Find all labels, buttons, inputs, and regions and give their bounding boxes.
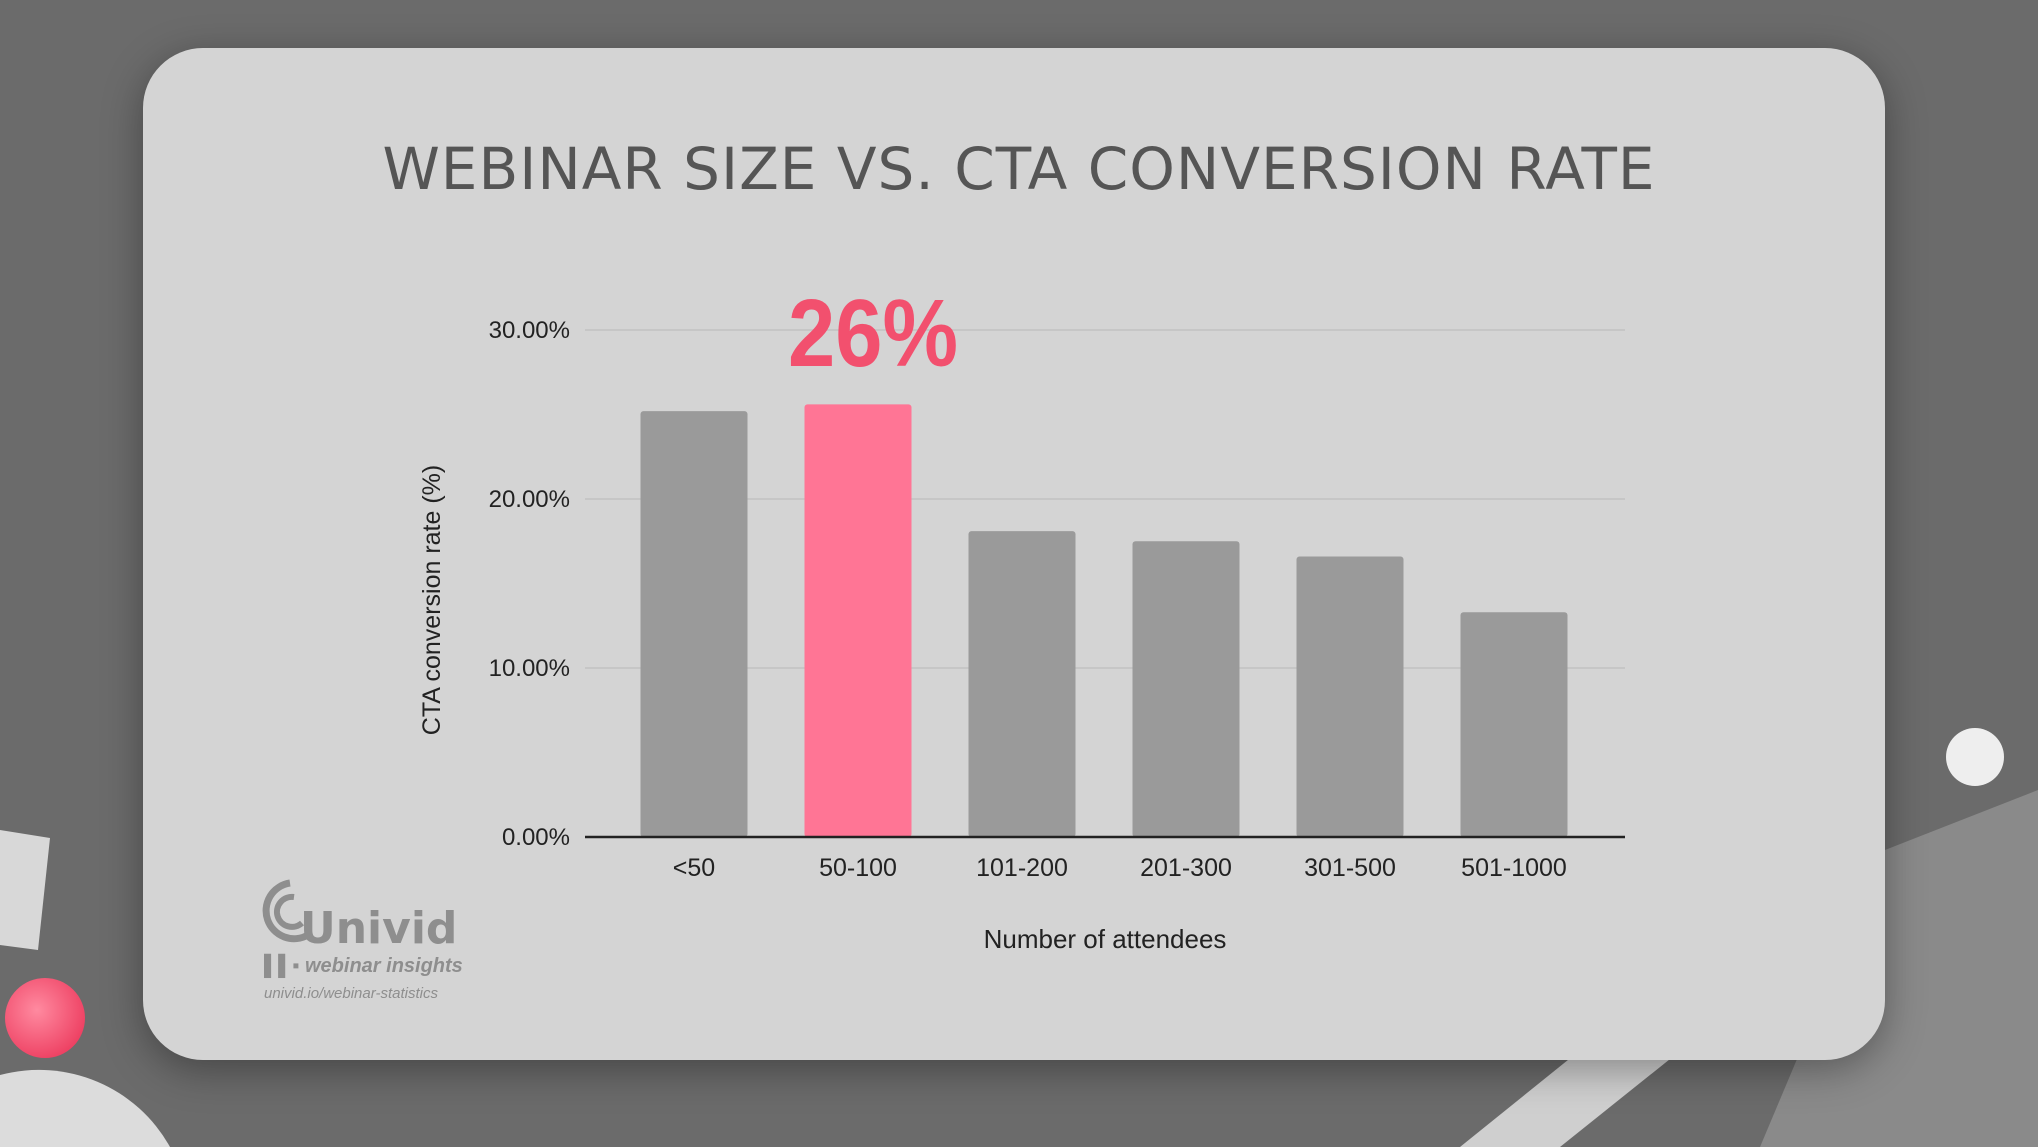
highlight-annotation: 26% <box>788 280 958 387</box>
y-tick-label: 0.00% <box>502 824 570 851</box>
univid-logo-icon <box>262 879 310 943</box>
x-axis-label: Number of attendees <box>984 924 1227 954</box>
logo-url: univid.io/webinar-statistics <box>264 985 438 1002</box>
y-tick-label: 10.00% <box>489 655 570 682</box>
y-tick-label: 20.00% <box>489 486 570 513</box>
x-tick-label: 101-200 <box>976 854 1068 882</box>
x-tick-label: 301-500 <box>1304 854 1396 882</box>
chart-title: WEBINAR SIZE VS. CTA CONVERSION RATE <box>382 135 1656 203</box>
bar-101-200 <box>968 531 1076 837</box>
y-axis-label: CTA conversion rate (%) <box>418 465 446 735</box>
decor-arc <box>0 1069 170 1147</box>
bar-<50 <box>640 411 748 837</box>
bar-501-1000 <box>1460 612 1568 837</box>
x-tick-label: 50-100 <box>819 854 897 882</box>
logo-tagline: ▌▌▪ webinar insights <box>264 955 463 977</box>
decor-circle-white <box>1946 728 2004 786</box>
bar-50-100 <box>804 404 912 837</box>
x-tick-label: 201-300 <box>1140 854 1232 882</box>
decor-shape <box>0 830 50 950</box>
x-tick-label: <50 <box>673 854 715 882</box>
univid-logo: Univid ▌▌▪ webinar insights univid.io/we… <box>250 875 490 1015</box>
decor-circle-pink <box>5 978 85 1058</box>
y-tick-label: 30.00% <box>489 317 570 344</box>
bars-icon: ▌▌▪ <box>264 955 305 977</box>
bar-301-500 <box>1296 556 1404 837</box>
logo-name: Univid <box>300 903 458 954</box>
x-tick-label: 501-1000 <box>1461 854 1567 882</box>
bar-201-300 <box>1132 541 1240 837</box>
